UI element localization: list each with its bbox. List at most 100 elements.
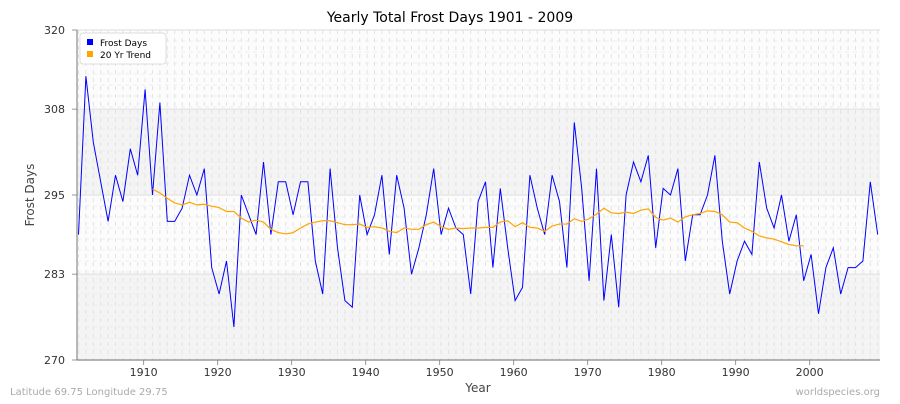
trend-point [655, 217, 656, 218]
frost-days-point [559, 201, 560, 202]
frost-days-point [707, 194, 708, 195]
trend-point [714, 211, 715, 212]
trend-point [744, 227, 745, 228]
frost-days-point [108, 221, 109, 222]
trend-point [507, 220, 508, 221]
frost-days-point [862, 260, 863, 261]
trend-point [463, 228, 464, 229]
frost-days-point [515, 300, 516, 301]
x-tick-label: 1920 [204, 366, 232, 379]
trend-point [603, 208, 604, 209]
trend-point [159, 192, 160, 193]
frost-days-point [381, 175, 382, 176]
location-label: Latitude 69.75 Longitude 29.75 [10, 387, 168, 398]
frost-days-point [663, 188, 664, 189]
trend-point [330, 220, 331, 221]
trend-point [751, 231, 752, 232]
trend-line [152, 188, 804, 247]
trend-point [404, 227, 405, 228]
frost-days-point [759, 161, 760, 162]
trend-point [796, 245, 797, 246]
trend-point [396, 232, 397, 233]
legend-label-frost-days: Frost Days [100, 39, 147, 49]
frost-days-point [626, 194, 627, 195]
frost-days-point [293, 214, 294, 215]
frost-days-point [115, 175, 116, 176]
trend-point [270, 229, 271, 230]
x-tick-label: 1910 [130, 366, 158, 379]
trend-point [648, 208, 649, 209]
frost-days-point [670, 194, 671, 195]
frost-days-point [189, 175, 190, 176]
x-tick-label: 1980 [648, 366, 676, 379]
frost-days-point [811, 254, 812, 255]
trend-point [759, 235, 760, 236]
trend-point [374, 226, 375, 227]
x-tick-label: 1930 [278, 366, 306, 379]
trend-point [692, 214, 693, 215]
frost-days-point [596, 168, 597, 169]
trend-point [729, 221, 730, 222]
frost-days-point [418, 247, 419, 248]
frost-days-point [159, 102, 160, 103]
trend-point [515, 226, 516, 227]
trend-point [278, 232, 279, 233]
trend-point [788, 244, 789, 245]
trend-point [189, 202, 190, 203]
trend-point [441, 226, 442, 227]
frost-days-point [330, 168, 331, 169]
x-tick-label: 2000 [796, 366, 824, 379]
frost-days-point [122, 201, 123, 202]
trend-point [300, 227, 301, 228]
frost-days-point [655, 247, 656, 248]
frost-days-point [833, 247, 834, 248]
frost-days-point [100, 181, 101, 182]
trend-point [574, 218, 575, 219]
frost-days-point [566, 267, 567, 268]
trend-point [737, 222, 738, 223]
trend-point [315, 221, 316, 222]
frost-days-point [544, 234, 545, 235]
frost-days-point [485, 181, 486, 182]
trend-point [485, 227, 486, 228]
trend-point [707, 210, 708, 211]
frost-days-point [492, 267, 493, 268]
frost-days-point [507, 247, 508, 248]
frost-days-point [611, 234, 612, 235]
trend-point [204, 204, 205, 205]
trend-point [766, 237, 767, 238]
frost-days-point [278, 181, 279, 182]
frost-days-point [256, 234, 257, 235]
legend-swatch-trend [87, 51, 93, 57]
frost-days-point [500, 188, 501, 189]
frost-days-point [196, 194, 197, 195]
frost-days-point [315, 260, 316, 261]
y-tick-label: 283 [44, 268, 65, 281]
frost-days-point [788, 241, 789, 242]
frost-days-point [537, 208, 538, 209]
trend-point [263, 221, 264, 222]
trend-point [418, 229, 419, 230]
trend-point [633, 213, 634, 214]
frost-days-point [137, 175, 138, 176]
frost-days-point [389, 254, 390, 255]
trend-point [581, 221, 582, 222]
frost-days-point [581, 188, 582, 189]
trend-point [544, 231, 545, 232]
x-tick-label: 1950 [426, 366, 454, 379]
frost-days-point [700, 214, 701, 215]
frost-days-point [322, 293, 323, 294]
trend-point [626, 212, 627, 213]
trend-point [248, 221, 249, 222]
trend-point [774, 239, 775, 240]
frost-days-point [248, 214, 249, 215]
trend-point [596, 214, 597, 215]
frost-days-point [618, 307, 619, 308]
frost-days-point [633, 161, 634, 162]
frost-days-point [751, 254, 752, 255]
frost-days-point [152, 194, 153, 195]
trend-point [455, 227, 456, 228]
frost-days-point [855, 267, 856, 268]
